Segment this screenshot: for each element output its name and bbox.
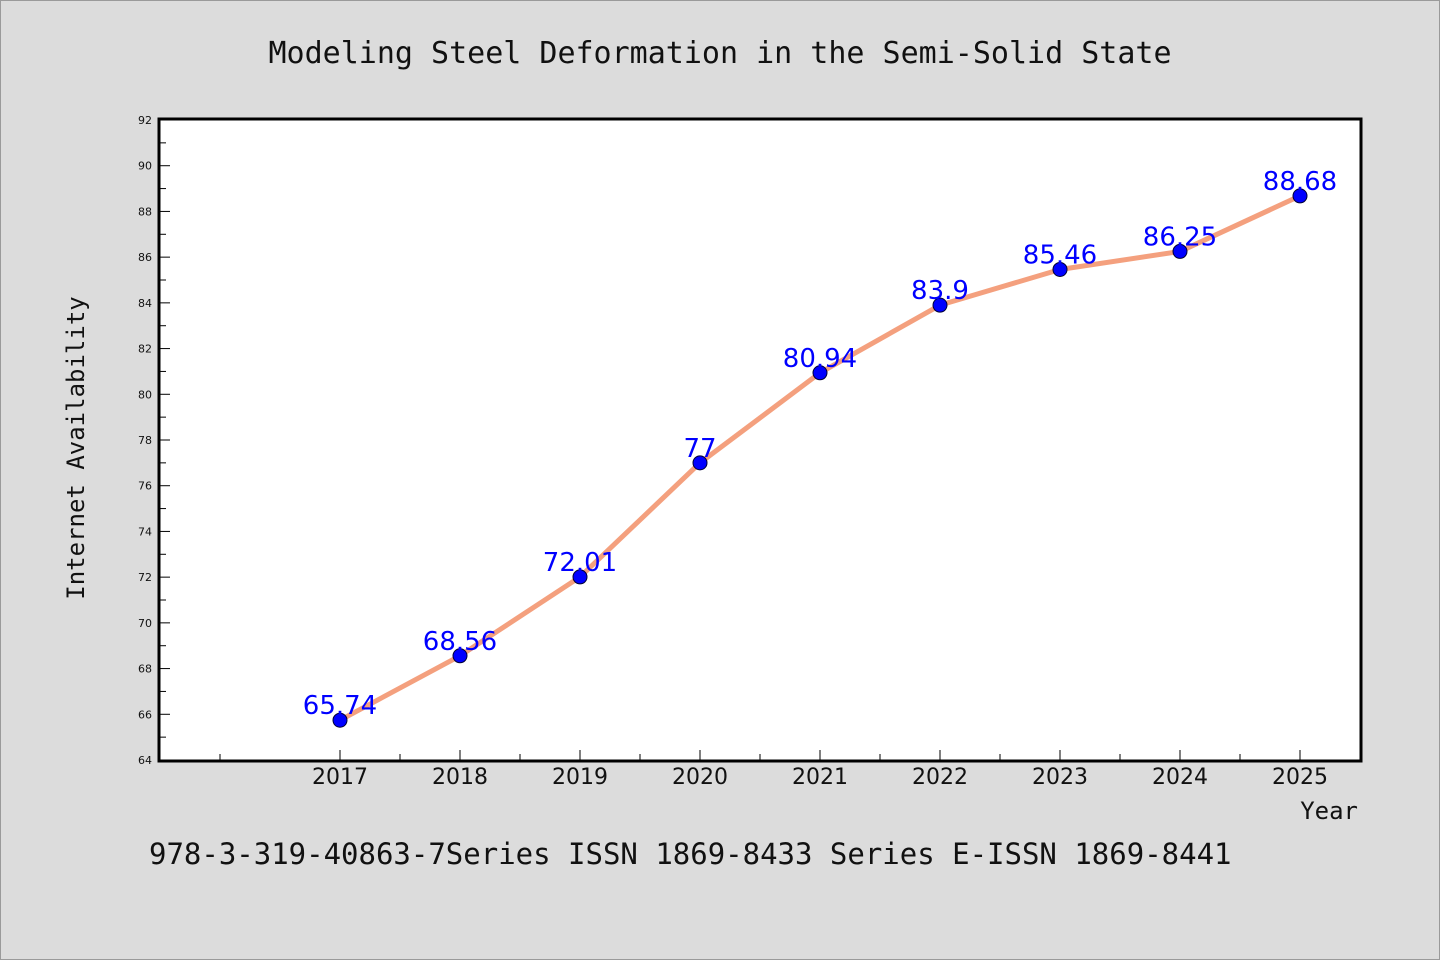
x-axis: 2017 2018 2019 2020 2021 2022 2023 2024 2025 (219, 750, 1328, 790)
y-tick-label: 82 (138, 343, 152, 356)
y-tick-label: 74 (138, 525, 152, 538)
markers (332, 188, 1308, 728)
y-tick-label: 84 (138, 297, 152, 310)
data-point-marker (1292, 188, 1308, 204)
x-tick-label: 2020 (672, 765, 728, 790)
x-tick-label: 2023 (1032, 765, 1088, 790)
x-tick-label: 2024 (1152, 765, 1208, 790)
data-point-marker (332, 712, 348, 728)
x-tick-label: 2019 (552, 765, 608, 790)
chart-title: Modeling Steel Deformation in the Semi-S… (268, 36, 1171, 71)
x-tick-label: 2025 (1272, 765, 1328, 790)
x-tick-label: 2018 (432, 765, 488, 790)
y-tick-label: 78 (138, 434, 152, 447)
data-point-marker (1052, 261, 1068, 277)
data-label: 88.68 (1263, 167, 1337, 197)
data-point-marker (452, 648, 468, 664)
y-tick-label: 90 (138, 160, 152, 173)
y-tick-label: 88 (138, 205, 152, 218)
data-label: 83.9 (911, 276, 969, 306)
data-label: 80.94 (783, 344, 857, 374)
data-point-marker (1172, 243, 1188, 259)
data-labels: 65.74 68.56 72.01 77 80.94 83.9 85.46 86.25 88.6… (303, 167, 1337, 721)
x-tick-label: 2021 (792, 765, 848, 790)
data-point-marker (812, 365, 828, 381)
data-point-marker (572, 569, 588, 585)
data-label: 72.01 (543, 548, 617, 578)
y-tick-label: 70 (138, 617, 152, 630)
y-tick-label: 68 (138, 663, 152, 676)
y-tick-label: 66 (138, 708, 152, 721)
x-axis-title: Year (1300, 797, 1358, 825)
y-axis-title: Internet Availability (62, 296, 90, 599)
data-label: 65.74 (303, 691, 377, 721)
data-label: 77 (683, 434, 716, 464)
y-tick-label: 80 (138, 388, 152, 401)
data-label: 86.25 (1143, 222, 1217, 252)
plot-area (157, 117, 1363, 763)
data-label: 68.56 (423, 627, 497, 657)
footer-text: 978-3-319-40863-7Series ISSN 1869-8433 S… (149, 837, 1232, 871)
data-label: 85.46 (1023, 240, 1097, 270)
y-tick-label: 72 (138, 571, 152, 584)
y-tick-label: 64 (138, 754, 152, 767)
data-point-marker (692, 455, 708, 471)
y-tick-label: 76 (138, 480, 152, 493)
y-tick-label: 86 (138, 251, 152, 264)
x-tick-label: 2022 (912, 765, 968, 790)
y-axis: 64 66 68 70 72 74 76 78 80 82 84 86 88 90 92 (138, 114, 170, 767)
y-tick-label: 92 (138, 114, 152, 127)
x-tick-label: 2017 (312, 765, 368, 790)
data-point-marker (932, 297, 948, 313)
